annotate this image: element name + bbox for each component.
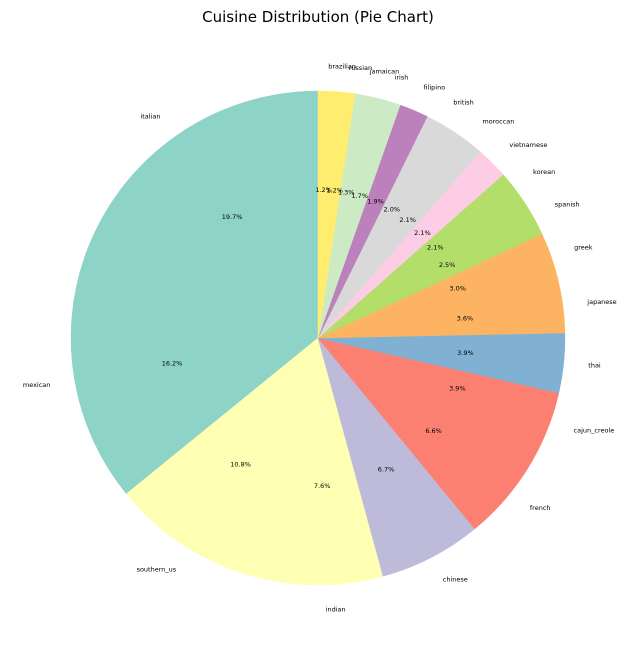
pie-category-label: korean [533,168,555,176]
pie-category-label: moroccan [482,118,514,126]
pie-slice-southern-us [125,337,319,580]
pie-category-label: chinese [443,575,468,583]
pie-percent-label: 3.9% [457,349,474,357]
pie-category-label: french [530,504,551,512]
pie-percent-label: 3.9% [449,384,466,392]
pie-percent-label: 2.5% [439,261,456,269]
pie-category-label: irish [395,73,409,81]
pie-percent-label: 10.8% [230,460,251,468]
pie-percent-label: 1.3% [338,189,355,197]
pie-percent-label: 1.2% [315,186,332,194]
pie-slice-indian [266,337,384,586]
pie-category-label: russian [349,64,372,72]
pie-percent-label: 2.1% [399,216,416,224]
pie-percent-label: 2.0% [384,205,401,213]
pie-percent-label: 6.6% [425,427,442,435]
pie-category-label: japanese [586,298,616,306]
pie-percent-label: 6.7% [378,466,395,474]
pie-category-label: mexican [23,381,51,389]
pie-percent-label: 7.6% [314,482,331,490]
pie-percent-label: 3.0% [449,285,466,293]
pie-category-label: greek [574,243,593,251]
pie-slice-brazilian [317,90,337,339]
pie-category-label: spanish [555,201,580,209]
pie-percent-label: 2.1% [414,229,431,237]
pie-percent-label: 19.7% [222,213,243,221]
pie-category-label: indian [326,606,346,614]
pie-category-label: vietnamese [509,141,547,149]
pie-slices [70,90,566,586]
pie-category-label: brazilian [328,62,356,70]
pie-category-label: filipino [423,84,445,92]
pie-category-label: jamaican [369,67,400,75]
pie-category-label: southern_us [137,566,177,574]
pie-category-label: thai [588,362,601,370]
pie-percent-label: 16.2% [162,360,183,368]
pie-slice-mexican [70,256,319,495]
pie-category-label: cajun_creole [574,426,615,434]
pie-category-label: italian [140,113,160,121]
pie-percent-label: 1.7% [351,192,368,200]
pie-slice-italian [84,90,319,339]
pie-percent-label: 3.6% [457,314,474,322]
chart-title: Cuisine Distribution (Pie Chart) [202,8,434,26]
pie-percent-label: 2.1% [427,243,444,251]
pie-percent-label: 1.9% [367,197,384,205]
pie-percent-label: 1.2% [326,187,343,195]
pie-category-label: british [453,98,473,106]
pie-percent-labels: 19.7% 16.2% 10.8% 7.6% 6.7% 6.6% 3.9% 3.9% 3.6% 3… [162,186,474,490]
